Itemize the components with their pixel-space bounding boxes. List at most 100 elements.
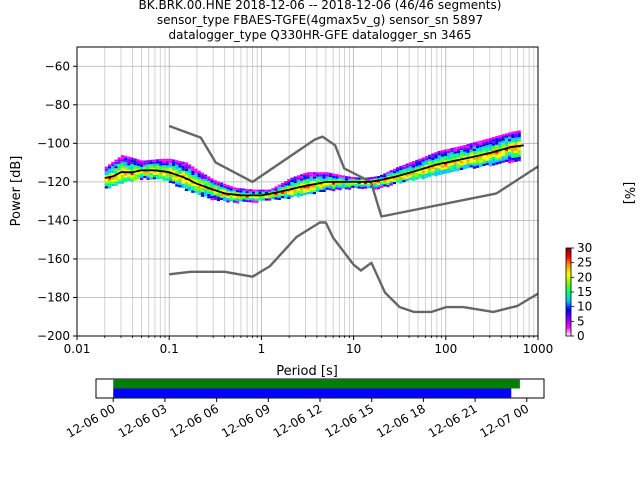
psd-cell [386,180,390,183]
psd-cell [476,150,480,153]
psd-cell [200,179,204,182]
psd-cell [210,195,214,199]
psd-cell [328,186,332,189]
psd-cell [482,146,486,149]
psd-cell [476,145,480,148]
psd-cell [152,163,156,167]
psd-cell [472,148,476,152]
psd-cell [511,133,515,136]
psd-cell [357,182,361,185]
psd-cell [104,177,108,180]
psd-cell [492,156,496,159]
psd-cell [476,141,480,144]
psd-cell [136,161,140,164]
chart-title-line-1: BK.BRK.00.HNE 2018-12-06 -- 2018-12-06 (… [138,0,502,12]
psd-cell [188,168,192,171]
psd-cell [488,148,492,151]
psd-cell [335,182,339,186]
y-tick-label: −100 [37,136,70,150]
psd-cell [111,168,115,171]
colorbar-tick-label: 30 [577,241,592,255]
psd-cell [456,164,460,167]
psd-cell [287,181,291,184]
psd-cell [178,185,182,188]
psd-cell [354,177,358,180]
psd-cell [421,161,425,164]
psd-cell [127,176,131,179]
psd-cell [498,161,502,164]
psd-cell [111,170,115,173]
psd-cell [396,176,400,179]
psd-cell [495,155,499,158]
psd-cell [472,151,476,154]
psd-cell [220,195,224,198]
psd-cell [162,167,166,170]
psd-cell [396,169,400,172]
psd-cell [431,162,435,165]
psd-cell [300,189,304,192]
psd-cell [373,178,377,181]
psd-cell [184,184,188,187]
psd-cell [130,161,134,165]
psd-cell [357,177,361,180]
psd-cell [482,150,486,153]
y-axis-label: Power [dB] [9,156,24,227]
psd-cell [277,197,281,200]
psd-cell [127,161,131,164]
psd-cell [223,194,227,197]
psd-cell [508,161,512,164]
psd-cell [482,155,486,158]
psd-cell [396,167,400,170]
psd-cell [399,168,403,171]
psd-cell [488,159,492,162]
psd-cell [165,174,169,177]
psd-cell [159,165,163,168]
psd-cell [168,178,172,181]
psd-cell [418,163,422,166]
psd-cell [239,197,243,200]
psd-cell [463,147,467,150]
psd-cell [511,158,515,161]
psd-cell [162,178,166,181]
psd-cell [412,172,416,175]
psd-cell [380,183,384,186]
psd-cell [405,170,409,173]
psd-cell [300,176,304,179]
psd-cell [517,152,521,155]
psd-cell [328,172,332,175]
psd-cell [172,168,176,171]
psd-cell [220,186,224,190]
psd-cell [290,190,294,193]
psd-cell [453,167,457,170]
plot-frame [76,46,539,337]
psd-cell [495,160,499,163]
psd-cell [114,177,118,180]
psd-cell [213,184,217,187]
psd-cell [229,188,233,191]
psd-cell [504,139,508,143]
psd-cell [188,177,192,180]
psd-cell [495,153,499,156]
psd-cell [104,175,108,178]
psd-cell [188,166,192,169]
psd-cell [431,166,435,169]
psd-cell [284,194,288,197]
psd-cell [127,174,131,177]
psd-cell [200,188,204,191]
psd-cell [498,159,502,162]
psd-cell [338,179,342,182]
psd-cell [303,175,307,178]
psd-cell [268,191,272,194]
psd-cell [431,153,435,156]
psd-cell [197,190,201,193]
psd-cell [476,163,480,166]
time-tick-label: 12-06 03 [116,401,170,440]
timeline-bar [113,388,512,398]
psd-cell [306,181,310,184]
psd-cell [300,191,304,194]
psd-cell [303,186,307,189]
psd-cell [501,156,505,159]
psd-cell [280,196,284,199]
psd-cell [316,176,320,179]
psd-cell [492,154,496,157]
